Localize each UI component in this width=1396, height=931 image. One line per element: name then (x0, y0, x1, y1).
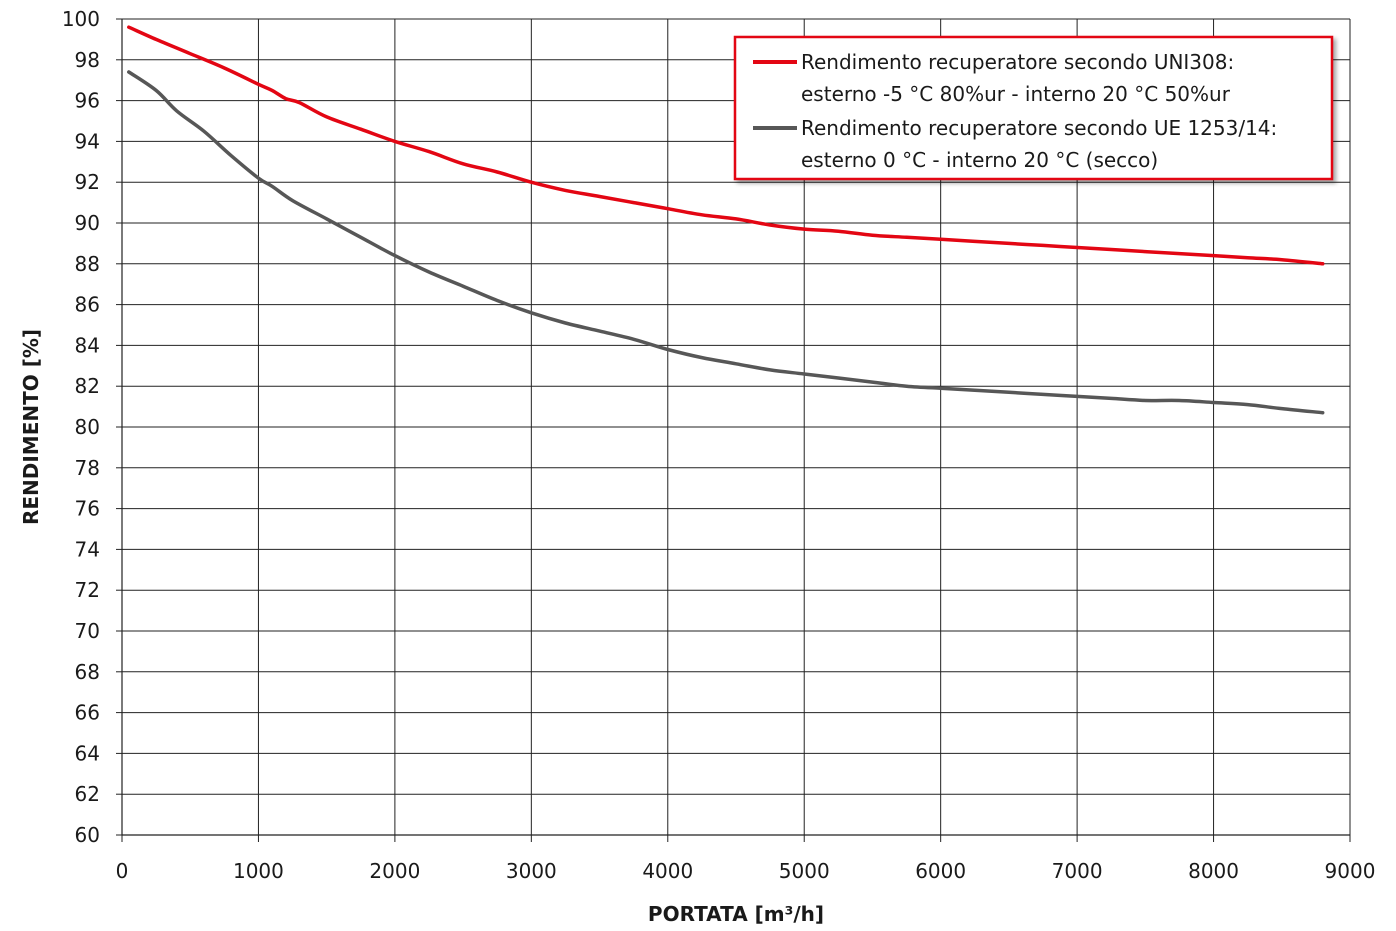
x-tick-label: 2000 (369, 859, 420, 883)
y-tick-label: 78 (75, 456, 100, 480)
y-tick-label: 98 (75, 48, 100, 72)
y-tick-label: 72 (75, 578, 100, 602)
x-tick-label: 1000 (233, 859, 284, 883)
y-tick-label: 84 (75, 333, 100, 357)
y-tick-label: 66 (75, 701, 100, 725)
x-tick-label: 0 (116, 859, 129, 883)
y-tick-label: 88 (75, 252, 100, 276)
x-tick-label: 4000 (642, 859, 693, 883)
y-tick-label: 62 (75, 782, 100, 806)
x-tick-label: 7000 (1052, 859, 1103, 883)
y-axis-title: RENDIMENTO [%] (19, 329, 43, 525)
x-tick-label: 8000 (1188, 859, 1239, 883)
x-tick-label: 5000 (779, 859, 830, 883)
x-tick-label: 6000 (915, 859, 966, 883)
y-tick-label: 90 (75, 211, 100, 235)
y-tick-label: 82 (75, 374, 100, 398)
x-tick-label: 3000 (506, 859, 557, 883)
y-tick-label: 92 (75, 170, 100, 194)
x-tick-label: 9000 (1325, 859, 1376, 883)
y-tick-label: 68 (75, 660, 100, 684)
y-tick-label: 94 (75, 129, 100, 153)
legend-box (733, 35, 1334, 181)
legend-label-uni308-line2: esterno -5 °C 80%ur - interno 20 °C 50%u… (801, 82, 1231, 106)
series-lines (127, 25, 1325, 415)
y-tick-label: 60 (75, 823, 100, 847)
y-tick-label: 64 (75, 741, 100, 765)
y-tick-label: 100 (62, 7, 100, 31)
series-line-0 (127, 25, 1325, 266)
y-tick-label: 96 (75, 89, 100, 113)
axes (116, 18, 1351, 842)
y-tick-label: 86 (75, 293, 100, 317)
y-tick-label: 80 (75, 415, 100, 439)
legend-label-ue1253-line2: esterno 0 °C - interno 20 °C (secco) (801, 148, 1158, 172)
legend-label-ue1253-line1: Rendimento recuperatore secondo UE 1253/… (801, 116, 1277, 140)
y-tick-label: 74 (75, 537, 100, 561)
legend-label-uni308-line1: Rendimento recuperatore secondo UNI308: (801, 50, 1234, 74)
series-line-1 (127, 70, 1325, 415)
x-axis-title: PORTATA [m³/h] (648, 902, 824, 926)
y-tick-label: 76 (75, 497, 100, 521)
tick-labels: 0 1000 2000 3000 4000 5000 6000 7000 8000 9000 60 6… (62, 7, 1376, 883)
y-tick-label: 70 (75, 619, 100, 643)
legend: Rendimento recuperatore secondo UNI308: … (733, 35, 1334, 181)
